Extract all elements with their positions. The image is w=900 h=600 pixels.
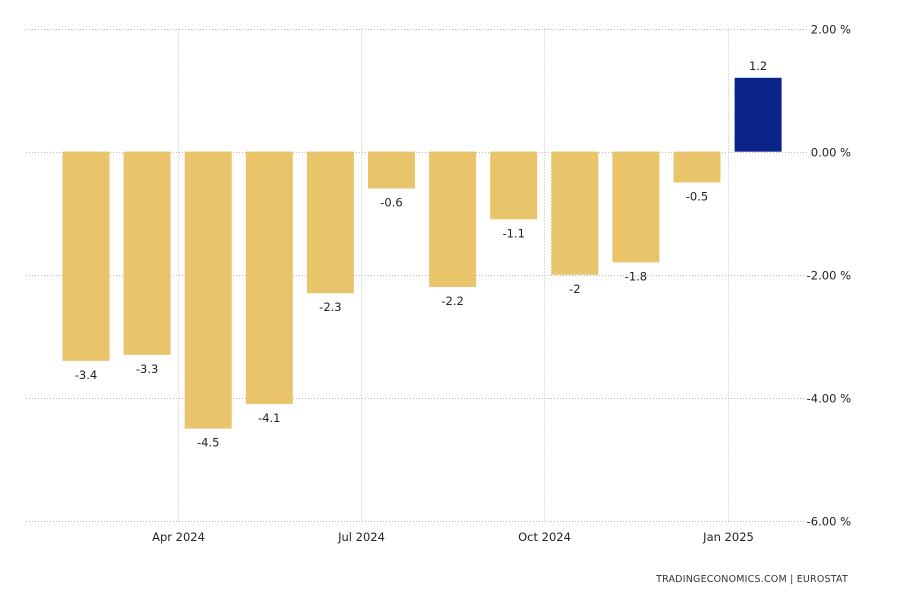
y-axis-ticks: 2.00 % 0.00 % -2.00 % -4.00 % -6.00 % xyxy=(807,23,851,529)
bar-value-label: -4.1 xyxy=(258,411,280,425)
bar xyxy=(734,77,782,152)
bar-value-label: -1.1 xyxy=(502,226,524,240)
bar xyxy=(612,151,660,263)
bar-value-label: -0.5 xyxy=(686,189,708,203)
bar-value-label: -0.6 xyxy=(380,196,402,210)
bar-value-label: -1.8 xyxy=(625,269,647,283)
bar-value-label: 1.2 xyxy=(749,59,767,73)
bar xyxy=(306,151,354,294)
x-tick-label: Apr 2024 xyxy=(152,530,205,544)
bar xyxy=(245,151,293,404)
bar xyxy=(429,151,477,287)
x-tick-label: Oct 2024 xyxy=(518,530,571,544)
y-tick-label: 2.00 % xyxy=(811,23,851,37)
x-axis-ticks: Apr 2024 Jul 2024 Oct 2024 Jan 2025 xyxy=(152,530,754,544)
bar-value-label: -4.5 xyxy=(197,436,219,450)
bars xyxy=(62,77,782,429)
bar-value-label: -3.4 xyxy=(75,368,97,382)
source-credit: TRADINGECONOMICS.COM | EUROSTAT xyxy=(655,574,848,585)
bar xyxy=(62,151,110,361)
bar xyxy=(673,151,721,183)
y-tick-label: 0.00 % xyxy=(811,146,851,160)
x-tick-label: Jan 2025 xyxy=(702,530,754,544)
bar xyxy=(123,151,171,355)
bar-value-label: -2.2 xyxy=(441,294,463,308)
y-tick-label: -4.00 % xyxy=(807,392,851,406)
bar xyxy=(368,151,415,189)
bar xyxy=(551,151,599,275)
bar xyxy=(490,151,538,220)
bar-value-label: -3.3 xyxy=(136,362,158,376)
bar-value-label: -2.3 xyxy=(319,300,341,314)
y-tick-label: -6.00 % xyxy=(807,515,851,529)
bar-value-label: -2 xyxy=(569,282,580,296)
y-tick-label: -2.00 % xyxy=(807,269,851,283)
x-tick-label: Jul 2024 xyxy=(337,530,385,544)
data-labels: -3.4 -3.3 -4.5 -4.1 -2.3 -0.6 -2.2 -1.1 -2 -1.8 -0… xyxy=(75,59,767,450)
bar xyxy=(184,151,232,429)
